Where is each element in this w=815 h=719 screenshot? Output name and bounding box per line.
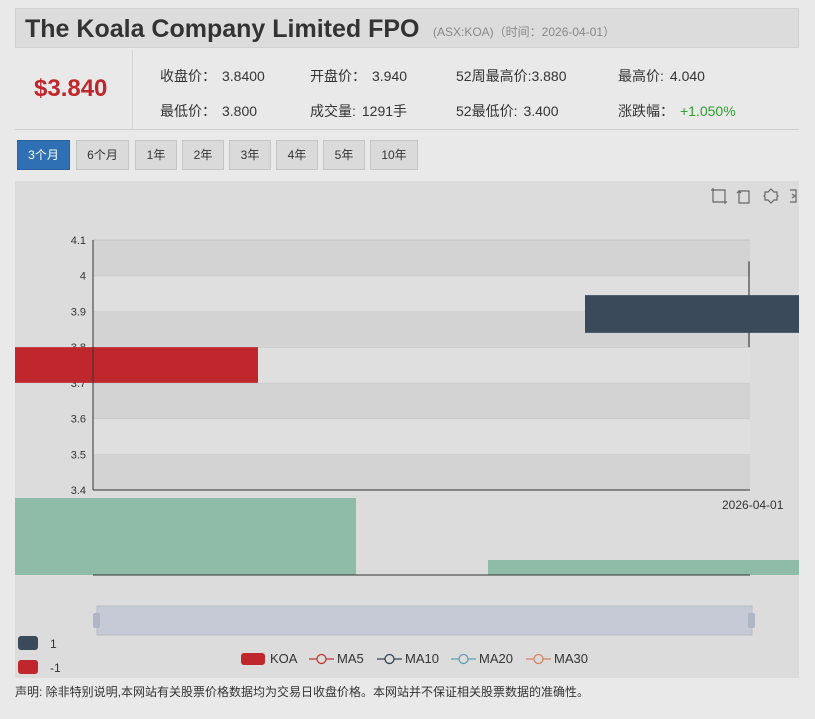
tab-6-months[interactable]: 6个月: [76, 140, 129, 170]
change-percent: 涨跌幅： +1.050%: [618, 101, 736, 121]
price-box: $3.840: [15, 50, 133, 130]
tab-4-years[interactable]: 4年: [276, 140, 318, 170]
stock-title-bar: The Koala Company Limited FPO (ASX:KOA)（…: [15, 8, 799, 48]
ma20-legend-icon: [451, 653, 476, 665]
grid-band: [93, 382, 750, 419]
zoom-select-icon[interactable]: [710, 187, 728, 205]
up-swatch-icon: [18, 636, 38, 650]
save-image-icon[interactable]: [788, 187, 798, 205]
zoom-range-bar: [96, 605, 753, 636]
close-label: 收盘价：: [160, 68, 216, 84]
disclaimer-text: 声明: 除非特别说明,本网站有关股票价格数据均为交易日收盘价格。本网站并不保证相…: [15, 685, 590, 699]
tab-1-year[interactable]: 1年: [135, 140, 177, 170]
legend-ma5-label: MA5: [337, 651, 364, 666]
volume-label: 成交量:: [310, 103, 356, 119]
ma5-legend-icon: [309, 653, 334, 665]
legend-ma10[interactable]: MA10: [377, 650, 445, 668]
stock-chart[interactable]: 3.43.53.63.73.83.944.1 2026-04-01: [15, 181, 799, 678]
stock-name: The Koala Company Limited FPO: [25, 15, 420, 43]
tab-2-years[interactable]: 2年: [182, 140, 224, 170]
low52-label: 52最低价:: [456, 103, 518, 119]
y-tick-label: 3.6: [71, 414, 86, 426]
current-price: $3.840: [34, 75, 108, 102]
ma30-legend-icon: [526, 653, 551, 665]
high-price: 最高价: 4.040: [618, 66, 705, 86]
restore-icon[interactable]: [762, 187, 780, 205]
zoom-reset-icon[interactable]: [736, 187, 754, 205]
volume-value: 1291手: [361, 103, 408, 119]
koa-legend-icon: [241, 653, 265, 665]
y-tick-label: 3.9: [71, 306, 86, 318]
volume-bar: [488, 560, 799, 575]
legend-ma10-label: MA10: [405, 651, 439, 666]
candle-body-up: [15, 347, 258, 383]
close-price: 收盘价： 3.8400: [160, 66, 265, 86]
legend-ma20[interactable]: MA20: [451, 650, 519, 668]
grid-band: [93, 240, 750, 276]
x-axis-labels: 2026-04-01: [722, 498, 784, 512]
change-label: 涨跌幅：: [618, 103, 674, 119]
grid-band: [93, 418, 750, 455]
open-value: 3.940: [372, 68, 408, 84]
legend-koa[interactable]: KOA: [241, 650, 306, 668]
x-tick-label: 2026-04-01: [722, 498, 784, 512]
zoom-slider: [93, 605, 755, 636]
legend-ma5[interactable]: MA5: [309, 650, 369, 668]
visual-map-item-up[interactable]: 1: [18, 636, 98, 652]
low-label: 最低价：: [160, 103, 216, 119]
visual-map-item-down[interactable]: -1: [18, 660, 98, 676]
high-value: 4.040: [669, 68, 705, 84]
tab-10-years[interactable]: 10年: [370, 140, 418, 170]
volume: 成交量: 1291手: [310, 101, 407, 121]
quote-summary: $3.840 收盘价： 3.8400 开盘价： 3.940 52周最高价:3.880…: [15, 50, 799, 130]
visual-map-label-down: -1: [50, 661, 61, 675]
high52-label: 52周最高价:: [456, 68, 532, 84]
open-label: 开盘价：: [310, 68, 366, 84]
close-value: 3.8400: [222, 68, 265, 84]
legend-koa-label: KOA: [270, 651, 298, 666]
y-tick-label: 4.1: [71, 235, 86, 247]
candle-body-down: [585, 295, 799, 333]
tab-3-years[interactable]: 3年: [229, 140, 271, 170]
tab-5-years[interactable]: 5年: [323, 140, 365, 170]
ma10-legend-icon: [377, 653, 402, 665]
legend-ma30[interactable]: MA30: [526, 650, 594, 668]
low-value: 3.800: [222, 103, 258, 119]
low52-price: 52最低价: 3.400: [456, 101, 559, 121]
open-price: 开盘价： 3.940: [310, 66, 407, 86]
axes: [92, 240, 750, 491]
chart-panel: 3.43.53.63.73.83.944.1 2026-04-01: [15, 181, 799, 678]
legend-ma30-label: MA30: [554, 651, 588, 666]
grid-band: [93, 454, 750, 490]
y-tick-label: 3.5: [71, 449, 86, 461]
volume-bars: [15, 498, 799, 576]
zoom-handle-right: [748, 613, 755, 628]
down-swatch-icon: [18, 660, 38, 674]
y-tick-label: 3.4: [71, 485, 86, 497]
visual-map-label-up: 1: [50, 637, 57, 651]
low-price: 最低价： 3.800: [160, 101, 257, 121]
high-label: 最高价:: [618, 68, 664, 84]
high52-value: 3.880: [531, 68, 567, 84]
zoom-handle-left: [93, 613, 100, 628]
high52-price: 52周最高价:3.880: [456, 66, 567, 86]
change-value: +1.050%: [680, 103, 736, 119]
y-tick-label: 4: [80, 271, 86, 283]
candles: [15, 261, 799, 383]
legend-ma20-label: MA20: [479, 651, 513, 666]
low52-value: 3.400: [523, 103, 559, 119]
volume-bar: [15, 498, 356, 575]
stock-meta: (ASX:KOA)（时间：2026-04-01）: [433, 25, 616, 39]
tab-3-months[interactable]: 3个月: [17, 140, 70, 170]
